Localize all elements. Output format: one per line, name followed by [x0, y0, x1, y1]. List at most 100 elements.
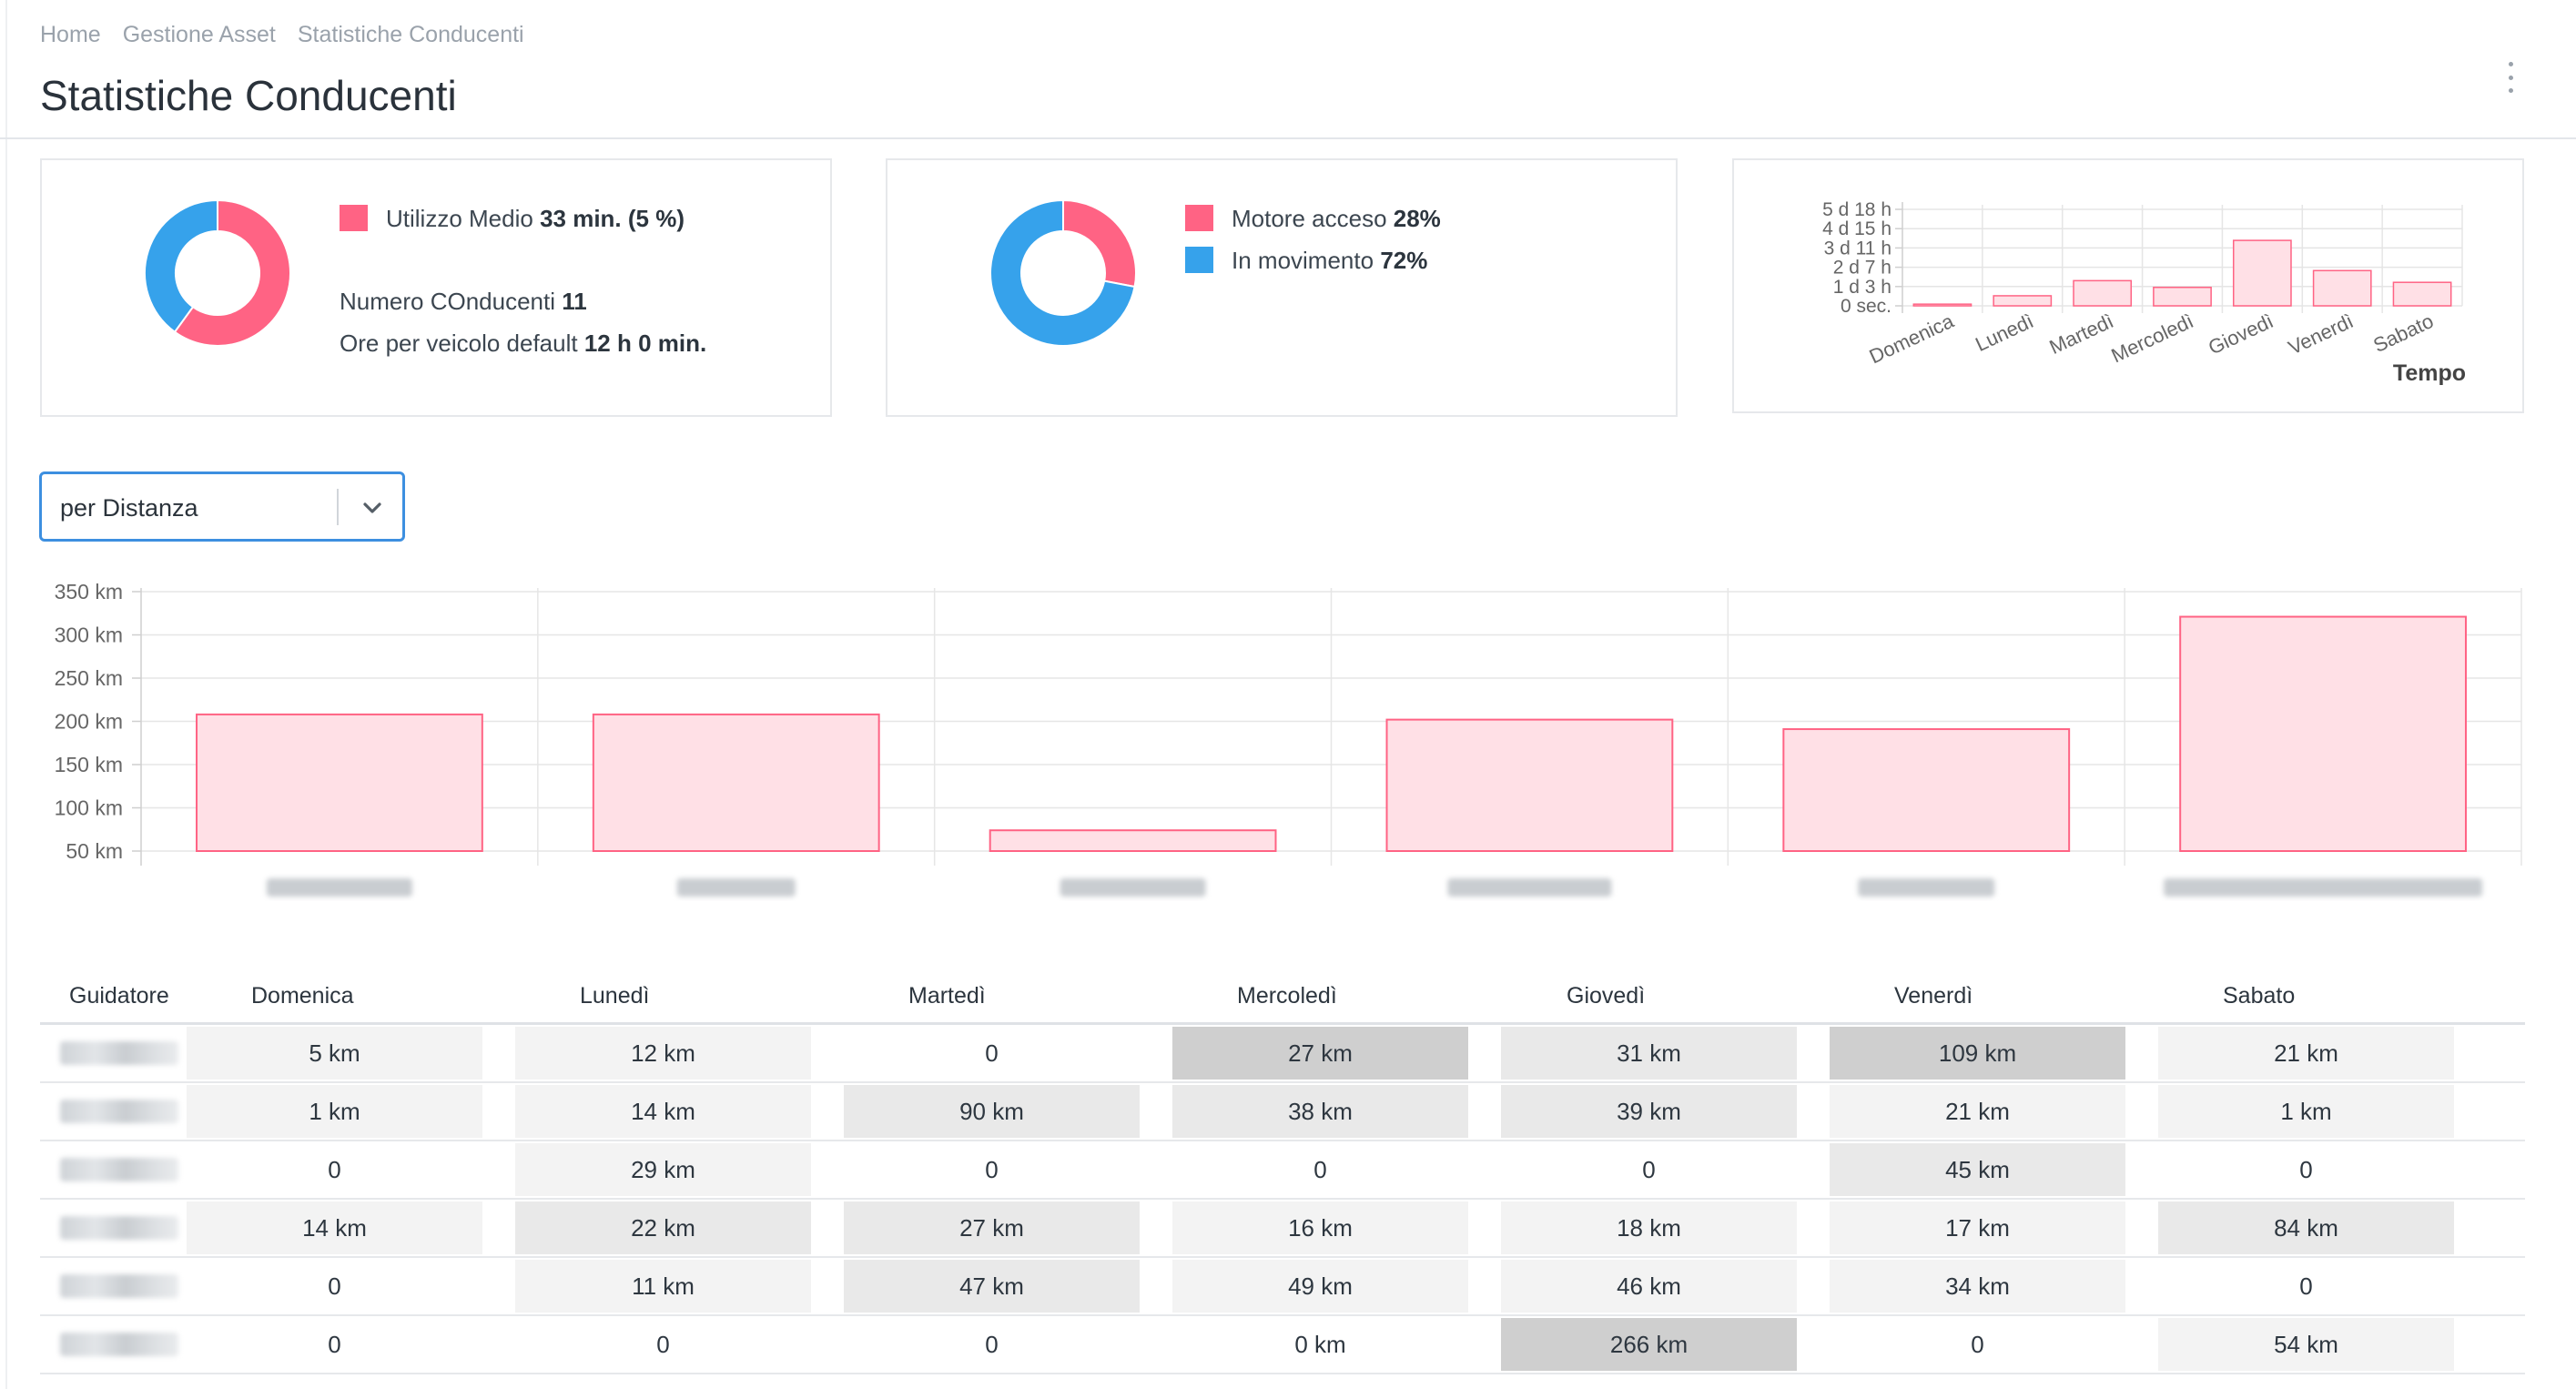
table-cell: 0 [187, 1143, 482, 1196]
hours-value: 12 h 0 min. [583, 330, 707, 357]
table-cell: 0 [515, 1318, 811, 1371]
moving-legend: In movimento 72% [1232, 247, 1427, 275]
chart-mode-select[interactable]: per Distanza [39, 471, 405, 542]
chevron-down-icon[interactable] [357, 492, 388, 523]
utilizzo-label: Utilizzo Medio [386, 205, 533, 232]
breadcrumb-gestione-asset[interactable]: Gestione Asset [122, 22, 276, 47]
distance-x-tick-label-redacted [1858, 878, 1995, 897]
distance-x-tick-label-redacted [266, 878, 412, 897]
engine-label: Motore acceso [1232, 205, 1387, 232]
distance-y-tick-label: 50 km [66, 839, 123, 863]
th-sabato[interactable]: Sabato [2223, 983, 2296, 1009]
distance-y-tick-label: 200 km [55, 710, 123, 734]
breadcrumb-home[interactable]: Home [40, 22, 101, 47]
page-header: Home Gestione Asset Statistiche Conducen… [0, 0, 2576, 139]
tempo-y-tick-label: 5 d 18 h [1822, 199, 1891, 220]
table-row: 1 km 14 km 90 km 38 km 39 km 21 km 1 km [40, 1083, 2525, 1141]
chart-mode-value: per Distanza [60, 494, 198, 522]
motore-donut-chart [989, 198, 1137, 347]
th-venerdi[interactable]: Venerdì [1894, 983, 1973, 1009]
drivers-label: Numero COnducenti [340, 288, 555, 315]
distance-y-tick-label: 150 km [55, 753, 123, 776]
moving-value: 72% [1380, 247, 1428, 274]
table-cell: 16 km [1172, 1201, 1468, 1254]
tempo-bar-chart: 0 sec.1 d 3 h2 d 7 h3 d 11 h4 d 15 h5 d … [1822, 199, 2466, 386]
tempo-x-tick-label: Venerdì [2285, 309, 2357, 360]
tempo-x-tick-label: Mercoledì [2108, 309, 2197, 367]
table-cell: 27 km [1172, 1027, 1468, 1080]
utilizzo-value: 33 min. (5 %) [540, 205, 685, 232]
th-giovedi[interactable]: Giovedì [1567, 983, 1646, 1009]
table-row: 5 km 12 km 0 27 km 31 km 109 km 21 km [40, 1025, 2525, 1083]
table-cell: 0 [2158, 1260, 2454, 1313]
table-cell: 0 [187, 1260, 482, 1313]
table-cell: 46 km [1501, 1260, 1797, 1313]
table-row: 0 29 km 0 0 0 45 km 0 [40, 1141, 2525, 1200]
th-domenica[interactable]: Domenica [251, 983, 354, 1009]
distance-bar [1385, 718, 1674, 852]
tempo-y-tick-label: 0 sec. [1841, 296, 1891, 317]
table-cell: 0 [1172, 1143, 1468, 1196]
utilizzo-card: Utilizzo Medio 33 min. (5 %) Numero COnd… [40, 158, 832, 417]
engine-value: 28% [1393, 205, 1441, 232]
motore-card: Motore acceso 28% In movimento 72% [886, 158, 1678, 417]
driver-name-redacted [60, 1333, 178, 1356]
drivers-value: 11 [562, 288, 587, 315]
driver-name-redacted [60, 1216, 178, 1240]
table-cell: 0 [844, 1318, 1140, 1371]
distance-bar [2179, 615, 2467, 853]
utilizzo-legend: Utilizzo Medio 33 min. (5 %) [386, 205, 685, 233]
table-cell: 266 km [1501, 1318, 1797, 1371]
distance-x-tick-label-redacted [1447, 878, 1612, 897]
select-separator [337, 489, 339, 525]
table-cell: 39 km [1501, 1085, 1797, 1138]
table-cell: 21 km [2158, 1027, 2454, 1080]
utilizzo-legend-swatch [340, 205, 368, 231]
table-cell: 14 km [187, 1201, 482, 1254]
th-lunedi[interactable]: Lunedì [580, 983, 650, 1009]
tempo-bar [1993, 295, 2053, 307]
table-row: 0 11 km 47 km 49 km 46 km 34 km 0 [40, 1258, 2525, 1316]
tempo-bar [2073, 279, 2133, 307]
table-cell: 84 km [2158, 1201, 2454, 1254]
moving-label: In movimento [1232, 247, 1374, 274]
tempo-x-tick-label: Domenica [1866, 309, 1958, 369]
tempo-y-tick-label: 1 d 3 h [1833, 277, 1891, 298]
tempo-x-tick-label: Lunedì [1972, 309, 2037, 356]
tempo-y-tick-label: 4 d 15 h [1822, 218, 1891, 239]
table-cell: 0 [2158, 1143, 2454, 1196]
tempo-bar [2153, 286, 2212, 307]
table-cell: 27 km [844, 1201, 1140, 1254]
table-cell: 18 km [1501, 1201, 1797, 1254]
table-cell: 1 km [2158, 1085, 2454, 1138]
moving-legend-swatch [1185, 247, 1213, 273]
breadcrumb: Home Gestione Asset Statistiche Conducen… [40, 22, 546, 48]
tempo-bar [2312, 269, 2372, 307]
table-cell: 109 km [1830, 1027, 2125, 1080]
tempo-x-tick-label: Sabato [2369, 309, 2437, 357]
distance-y-tick-label: 350 km [55, 580, 123, 603]
tempo-y-tick-label: 2 d 7 h [1833, 258, 1891, 279]
tempo-x-tick-label: Martedì [2046, 309, 2117, 359]
table-cell: 49 km [1172, 1260, 1468, 1313]
th-martedi[interactable]: Martedì [908, 983, 986, 1009]
th-mercoledi[interactable]: Mercoledì [1237, 983, 1337, 1009]
utilizzo-donut-chart [144, 198, 291, 347]
table-cell: 1 km [187, 1085, 482, 1138]
distance-x-tick-label-redacted [676, 878, 796, 897]
table-cell: 54 km [2158, 1318, 2454, 1371]
table-cell: 47 km [844, 1260, 1140, 1313]
driver-name-redacted [60, 1100, 178, 1123]
distance-y-tick-label: 250 km [55, 666, 123, 690]
more-options-icon[interactable] [2505, 62, 2516, 93]
table-cell: 14 km [515, 1085, 811, 1138]
breadcrumb-current: Statistiche Conducenti [297, 22, 524, 47]
distance-x-tick-label-redacted [2164, 878, 2483, 897]
th-guidatore[interactable]: Guidatore [69, 983, 169, 1009]
engine-legend-swatch [1185, 205, 1213, 231]
table-cell: 0 km [1172, 1318, 1468, 1371]
table-cell: 17 km [1830, 1201, 2125, 1254]
hours-label: Ore per veicolo default [340, 330, 578, 357]
